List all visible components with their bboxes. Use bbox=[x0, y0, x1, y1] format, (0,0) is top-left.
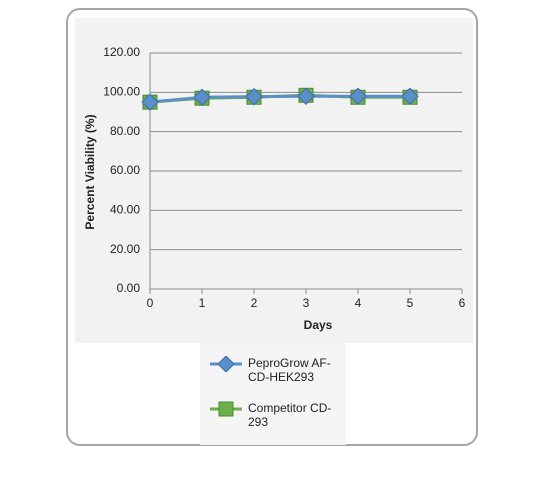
legend-label: Competitor CD-293 bbox=[248, 401, 332, 429]
x-axis-label: Days bbox=[304, 318, 333, 332]
legend-icon bbox=[210, 401, 242, 417]
y-axis-label: Percent Viability (%) bbox=[83, 114, 97, 229]
x-tick-label: 5 bbox=[407, 296, 414, 310]
series-line bbox=[149, 94, 410, 104]
marker bbox=[217, 356, 235, 372]
y-tick-label: 40.00 bbox=[110, 203, 140, 217]
x-tick-label: 3 bbox=[303, 296, 310, 310]
marker bbox=[141, 93, 159, 111]
x-tick-label: 2 bbox=[251, 296, 258, 310]
card-frame bbox=[66, 8, 478, 446]
y-tick-label: 120.00 bbox=[103, 45, 140, 59]
legend-icon bbox=[210, 356, 242, 372]
marker bbox=[297, 87, 315, 105]
marker bbox=[401, 87, 419, 105]
y-tick-label: 60.00 bbox=[110, 163, 140, 177]
y-tick-label: 100.00 bbox=[103, 85, 140, 99]
y-tick-label: 20.00 bbox=[110, 242, 140, 256]
x-tick-label: 1 bbox=[199, 296, 206, 310]
marker bbox=[218, 401, 234, 417]
legend-item: PeproGrow AF-CD-HEK293 bbox=[208, 356, 343, 384]
marker bbox=[349, 87, 367, 105]
x-tick-label: 4 bbox=[355, 296, 362, 310]
marker bbox=[193, 88, 211, 106]
x-tick-label: 6 bbox=[459, 296, 466, 310]
y-tick-label: 0.00 bbox=[117, 281, 141, 295]
y-tick-label: 80.00 bbox=[110, 124, 140, 138]
x-tick-label: 0 bbox=[147, 296, 154, 310]
legend-item: Competitor CD-293 bbox=[208, 401, 343, 429]
marker bbox=[245, 87, 263, 106]
legend-label: PeproGrow AF-CD-HEK293 bbox=[248, 356, 331, 384]
